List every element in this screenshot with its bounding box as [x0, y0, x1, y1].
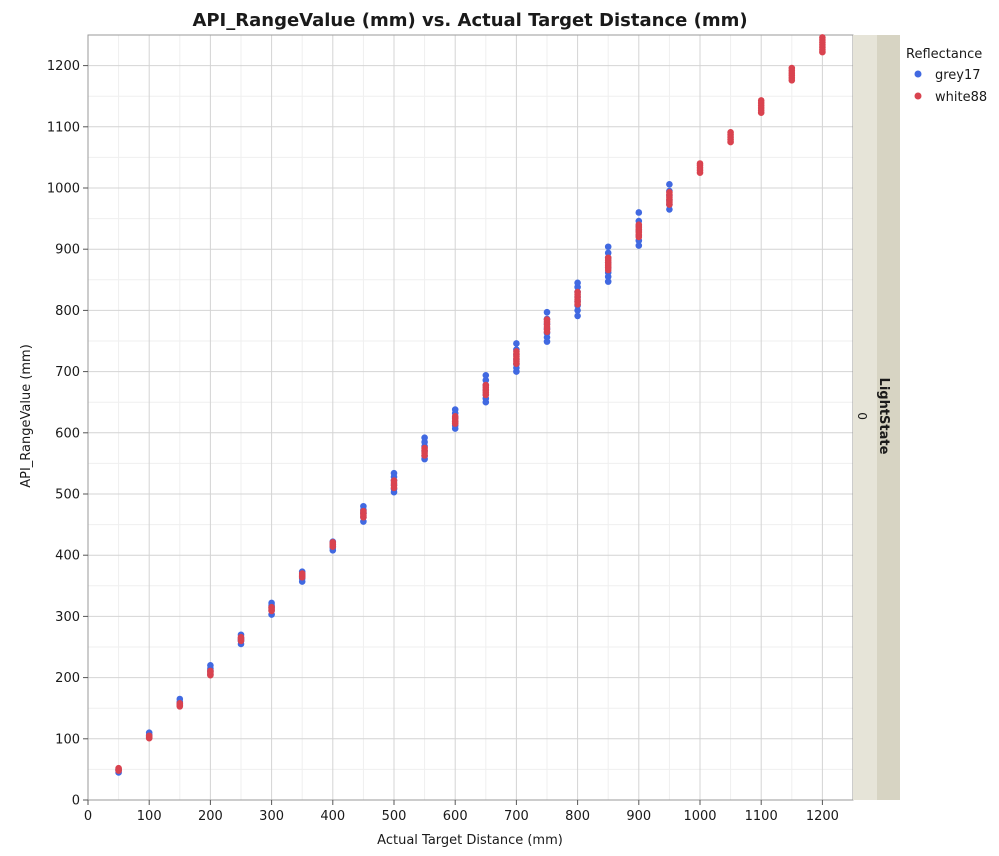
series-white88 [115, 34, 826, 774]
data-point [727, 129, 734, 136]
x-tick-label: 1000 [683, 809, 716, 824]
y-tick-label: 400 [55, 549, 80, 564]
legend: Reflectance grey17 white88 [906, 47, 987, 105]
data-point [513, 340, 520, 347]
x-tick-label: 800 [565, 809, 590, 824]
data-point [604, 249, 612, 257]
data-points [115, 34, 826, 776]
legend-label-grey17: grey17 [935, 68, 981, 83]
data-point [543, 308, 551, 316]
data-point [666, 188, 673, 196]
data-point [360, 507, 367, 515]
data-point [298, 570, 306, 577]
facet-strip-left [853, 35, 877, 800]
y-tick-label: 1100 [47, 120, 80, 135]
x-tick-label: 500 [382, 809, 407, 824]
x-tick-label: 100 [137, 809, 162, 824]
data-point [574, 288, 581, 296]
data-point [574, 312, 581, 320]
data-point [819, 34, 826, 41]
data-point [604, 254, 612, 262]
major-grid [87, 35, 853, 801]
data-point [513, 348, 520, 355]
facet-value: 0 [855, 412, 869, 420]
x-tick-label: 600 [443, 809, 468, 824]
data-point [604, 243, 612, 251]
data-point [115, 764, 122, 772]
data-point [482, 376, 490, 384]
x-tick-label: 400 [320, 809, 345, 824]
data-point [788, 64, 796, 72]
x-tick-label: 1100 [745, 809, 778, 824]
data-point [757, 97, 765, 104]
legend-title: Reflectance [906, 47, 982, 62]
x-tick-label: 900 [626, 809, 651, 824]
data-point [482, 371, 490, 379]
y-tick-label: 500 [55, 488, 80, 503]
legend-marker-grey17 [914, 70, 922, 78]
x-tick-label: 1200 [806, 809, 839, 824]
data-point [390, 477, 398, 484]
facet-label: LightState [876, 378, 891, 455]
data-point [635, 209, 643, 216]
data-point [360, 502, 367, 510]
data-point [329, 539, 337, 546]
data-point [574, 279, 581, 287]
facet-strip-right [877, 35, 900, 800]
data-point [451, 406, 459, 413]
data-point [207, 662, 214, 669]
data-point [390, 469, 398, 477]
data-point [604, 278, 612, 285]
data-point [421, 444, 428, 452]
data-point [176, 700, 184, 707]
x-tick-label: 0 [84, 809, 92, 824]
chart-title: API_RangeValue (mm) vs. Actual Target Di… [192, 10, 747, 31]
data-point [237, 633, 245, 641]
y-tick-label: 200 [55, 671, 80, 686]
x-axis: 0 100 200 300 400 500 600 700 800 900 1000 1100 1200 [84, 800, 839, 824]
x-tick-label: 700 [504, 809, 529, 824]
data-point [451, 412, 459, 420]
y-tick-label: 900 [55, 243, 80, 258]
legend-marker-white88 [914, 92, 922, 100]
data-point [145, 732, 153, 740]
y-axis-title: API_RangeValue (mm) [19, 344, 34, 488]
y-axis: 0 100 200 300 400 500 600 700 800 900 1000 1100 1200 [47, 59, 88, 809]
data-point [482, 381, 490, 389]
y-tick-label: 1000 [47, 182, 80, 197]
y-tick-label: 1200 [47, 59, 80, 74]
y-tick-label: 300 [55, 610, 80, 625]
x-tick-label: 200 [198, 809, 223, 824]
data-point [666, 181, 673, 188]
data-point [207, 667, 214, 675]
legend-items: grey17 white88 [914, 68, 987, 105]
data-point [696, 160, 704, 167]
y-tick-label: 600 [55, 426, 80, 441]
data-point [666, 206, 673, 213]
y-tick-label: 700 [55, 365, 80, 380]
minor-grid [88, 35, 853, 800]
y-tick-label: 800 [55, 304, 80, 319]
data-point [574, 307, 581, 314]
legend-label-white88: white88 [935, 90, 987, 105]
data-point [635, 221, 643, 229]
facet-strip: LightState 0 [853, 35, 900, 800]
data-point [421, 434, 428, 441]
x-tick-label: 300 [259, 809, 284, 824]
x-axis-title: Actual Target Distance (mm) [377, 833, 563, 848]
plot-frame [87, 34, 854, 801]
y-tick-label: 0 [72, 794, 80, 809]
data-point [635, 242, 643, 249]
y-tick-label: 100 [55, 732, 80, 747]
data-point [543, 316, 551, 323]
data-point [268, 603, 275, 611]
